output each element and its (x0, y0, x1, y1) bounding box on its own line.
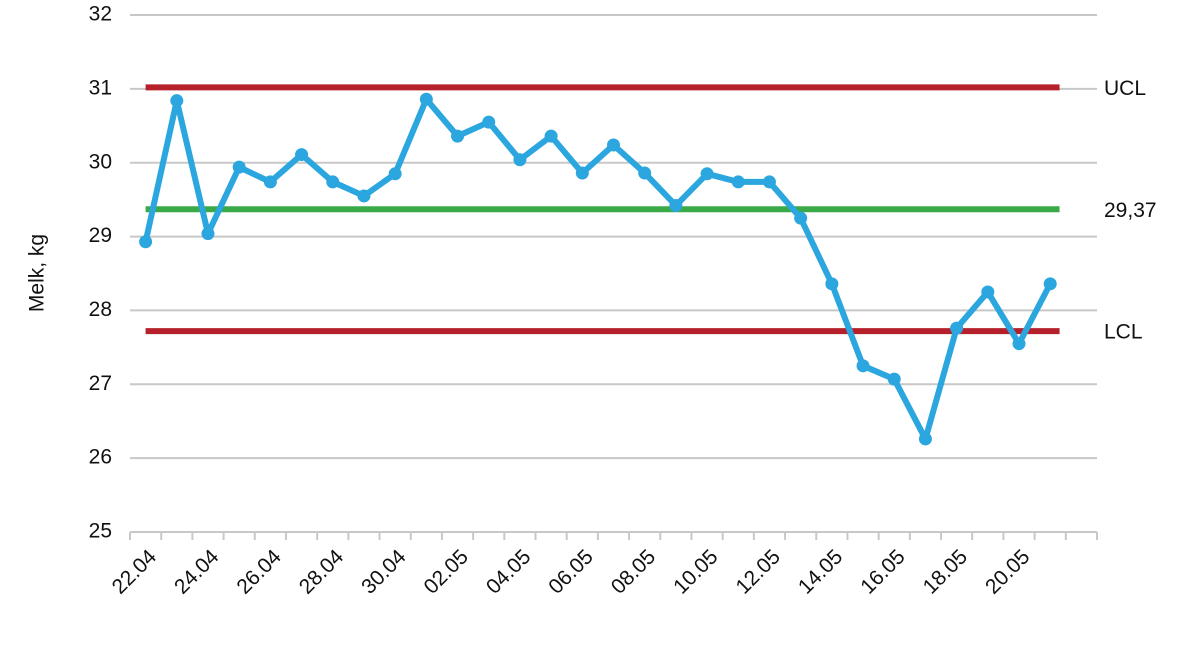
data-point (513, 153, 527, 167)
control-line-label: 29,37 (1104, 199, 1157, 222)
data-point (295, 148, 309, 162)
x-tick-label: 26.04 (232, 545, 286, 599)
data-point (1012, 337, 1026, 351)
x-tick-label: 10.05 (669, 545, 722, 598)
y-tick-label: 32 (89, 3, 112, 26)
y-tick-label: 30 (89, 150, 112, 173)
control-line-label: LCL (1104, 321, 1143, 344)
data-point (201, 227, 215, 241)
series-line (142, 96, 1053, 442)
data-point (731, 175, 745, 189)
x-tick-label: 12.05 (731, 545, 784, 598)
data-point (669, 199, 683, 213)
data-point (981, 285, 995, 299)
x-tick-label: 30.04 (357, 545, 411, 599)
data-point (232, 160, 246, 174)
x-tick-label: 08.05 (607, 545, 660, 598)
data-point (139, 235, 153, 249)
y-tick-label: 29 (89, 224, 112, 247)
control-line-label: UCL (1104, 77, 1146, 100)
x-tick-label: 14.05 (794, 545, 847, 598)
data-point (794, 211, 808, 225)
data-point (482, 115, 496, 129)
x-tick-label: 04.05 (482, 545, 535, 598)
data-point (887, 372, 901, 386)
x-tick-label: 28.04 (295, 545, 349, 599)
data-point (419, 92, 433, 106)
y-axis-label: Melk, kg (26, 234, 49, 312)
data-point (856, 359, 870, 373)
y-tick-label: 28 (89, 298, 112, 321)
x-tick-label: 06.05 (544, 545, 597, 598)
data-point (918, 432, 932, 446)
y-tick-label: 31 (89, 76, 112, 99)
data-point (638, 166, 652, 180)
x-tick-label: 02.05 (420, 545, 473, 598)
data-point (825, 277, 839, 291)
data-point (950, 321, 964, 335)
x-tick-label: 18.05 (919, 545, 972, 598)
data-point (607, 138, 620, 152)
y-tick-label: 25 (89, 520, 112, 543)
data-point (326, 175, 340, 189)
data-point (357, 189, 371, 203)
data-point (170, 94, 184, 108)
data-point (575, 166, 589, 180)
x-tick-label: 16.05 (856, 545, 909, 598)
data-point (263, 175, 277, 189)
x-tick-label: 20.05 (981, 545, 1034, 598)
data-point (544, 129, 558, 143)
x-tick-label: 24.04 (170, 545, 224, 599)
data-point (1043, 277, 1057, 291)
data-point (700, 167, 714, 181)
data-point (388, 167, 402, 181)
y-tick-label: 27 (89, 372, 112, 395)
data-point (451, 129, 465, 143)
x-tick-label: 22.04 (108, 545, 162, 599)
y-tick-label: 26 (89, 446, 112, 469)
data-point (762, 175, 776, 189)
